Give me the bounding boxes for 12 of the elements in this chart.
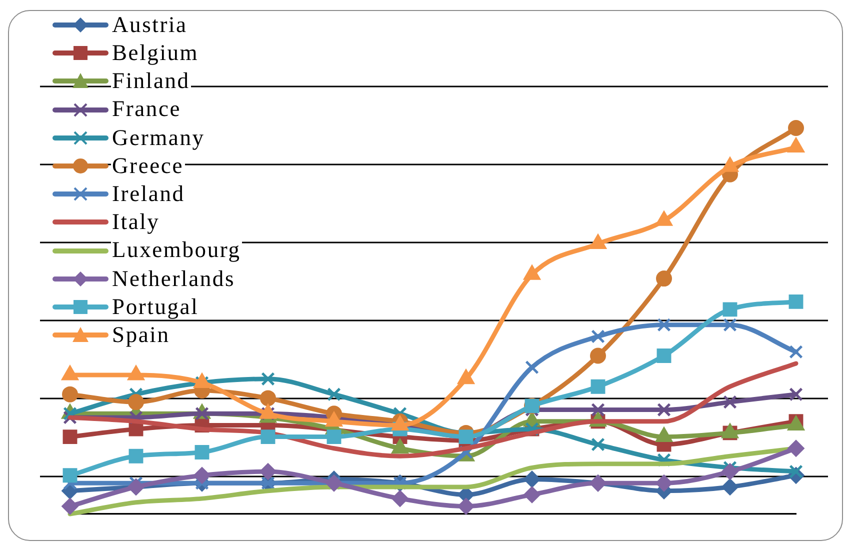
legend-label: Ireland xyxy=(111,180,186,206)
legend-label: Austria xyxy=(111,12,188,37)
legend-label: Belgium xyxy=(111,40,200,66)
legend-label: Germany xyxy=(111,124,206,150)
legend-label: Luxembourg xyxy=(111,237,242,262)
legend-label: Greece xyxy=(111,152,184,178)
legend-label: Finland xyxy=(111,68,191,94)
legend-label: Italy xyxy=(111,209,161,234)
legend-label: Portugal xyxy=(111,294,200,319)
legend-label: France xyxy=(111,96,182,122)
legend-label: Spain xyxy=(111,322,171,347)
legend-label: Netherlands xyxy=(111,266,236,291)
